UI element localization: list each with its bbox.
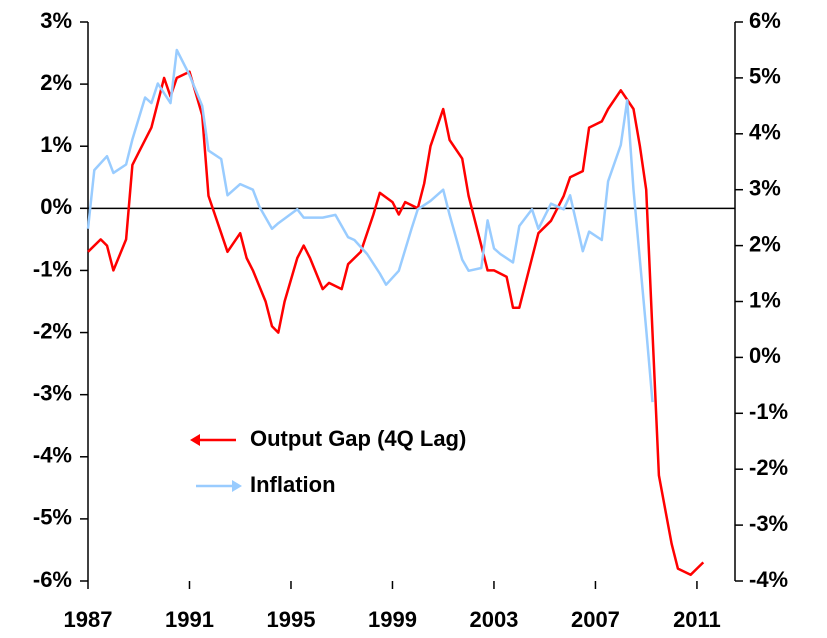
x-tick-label: 2007 bbox=[571, 607, 620, 632]
legend-arrow-head bbox=[190, 434, 200, 446]
x-tick-label: 2011 bbox=[673, 607, 721, 632]
x-tick-label: 1999 bbox=[368, 607, 417, 632]
y2-tick-label: -2% bbox=[749, 455, 788, 480]
y-tick-label: -2% bbox=[33, 318, 72, 343]
x-tick-label: 1991 bbox=[165, 607, 214, 632]
y-tick-label: 3% bbox=[40, 8, 72, 33]
y2-tick-label: 0% bbox=[749, 343, 781, 368]
y-tick-label: -6% bbox=[33, 567, 72, 592]
y-tick-label: 1% bbox=[40, 132, 72, 157]
y-tick-label: 2% bbox=[40, 70, 72, 95]
y2-tick-label: 4% bbox=[749, 120, 781, 145]
x-tick-label: 1987 bbox=[64, 607, 113, 632]
series-line bbox=[86, 48, 654, 403]
y2-tick-label: 3% bbox=[749, 176, 781, 201]
y2-tick-label: -4% bbox=[749, 567, 788, 592]
y-tick-label: -1% bbox=[33, 256, 72, 281]
legend-label: Output Gap (4Q Lag) bbox=[250, 426, 466, 451]
series-line bbox=[87, 70, 705, 577]
y-tick-label: 0% bbox=[40, 194, 72, 219]
y2-tick-label: 1% bbox=[749, 287, 781, 312]
y2-tick-label: 5% bbox=[749, 64, 781, 89]
x-tick-label: 1995 bbox=[267, 607, 316, 632]
y2-tick-label: -3% bbox=[749, 511, 788, 536]
legend-label: Inflation bbox=[250, 472, 336, 497]
legend: Output Gap (4Q Lag) Inflation bbox=[190, 426, 466, 497]
y2-tick-label: -1% bbox=[749, 399, 788, 424]
y2-tick-label: 6% bbox=[749, 8, 781, 33]
y-tick-label: -4% bbox=[33, 443, 72, 468]
y-tick-label: -5% bbox=[33, 505, 72, 530]
x-tick-label: 2003 bbox=[469, 607, 518, 632]
y2-tick-label: 2% bbox=[749, 231, 781, 256]
legend-arrow-head bbox=[232, 480, 242, 492]
y-tick-label: -3% bbox=[33, 380, 72, 405]
